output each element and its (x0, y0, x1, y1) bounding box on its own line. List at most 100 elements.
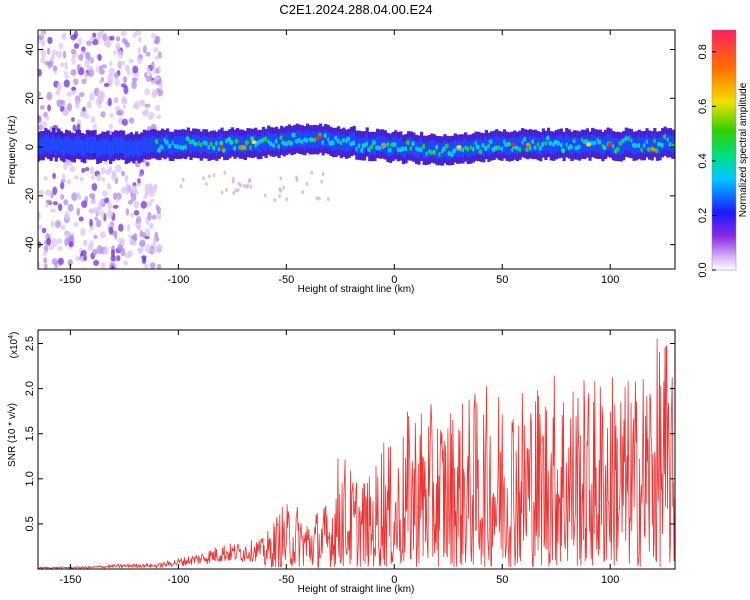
y-tick-label: 0 (24, 144, 36, 150)
spectrogram-noise-dot (99, 231, 106, 239)
spectrogram-band-highlight (418, 147, 424, 153)
spectrogram-noise-dot (52, 201, 59, 206)
spectrogram-noise-dot (99, 68, 105, 75)
spectrogram-noise-dot (55, 90, 60, 96)
spectrogram-noise-dot (66, 178, 71, 185)
spectrogram-band-core (386, 139, 390, 156)
spectrogram-band-highlight (211, 145, 217, 151)
spectrogram-band-highlight (493, 145, 499, 151)
spectrogram-noise-dot (66, 91, 73, 97)
y-tick-label: 2.5 (24, 336, 36, 351)
spectrogram-band-core (287, 131, 292, 148)
spectrogram-noise-dot (111, 173, 117, 181)
spectrogram-band-highlight (602, 145, 607, 151)
spectrogram-noise-dot (130, 185, 138, 194)
spectrogram-noise-dot (103, 82, 110, 88)
spectrogram-band-highlight (229, 140, 234, 145)
spectrogram-band-core (378, 136, 382, 153)
spectrogram-noise-dot (234, 188, 238, 193)
spectrogram-noise-dot (124, 41, 131, 48)
spectrogram-noise-dot (103, 247, 109, 256)
spectrogram-noise-dot (204, 181, 208, 186)
spectrogram-noise-dot (120, 30, 127, 37)
spectrogram-band-core (648, 137, 652, 154)
spectrogram-band-highlight (548, 140, 553, 146)
spectrogram-noise-dot (73, 30, 78, 39)
chart-title: C2E1.2024.288.04.00.E24 (279, 2, 432, 17)
spectrogram-band-core (264, 135, 268, 152)
spectrogram-band-highlight (429, 149, 434, 155)
spectrogram-peak-point (510, 142, 516, 147)
spectrogram-noise-dot (147, 211, 152, 221)
spectrogram-noise-dot (124, 174, 129, 183)
spectrogram-band-core (127, 140, 131, 157)
spectrogram-band-core (238, 136, 242, 153)
spectrogram-noise-dot (73, 221, 79, 227)
spectrogram-noise-dot (137, 178, 141, 184)
spectrogram-band-core (409, 137, 413, 155)
spectrogram-noise-dot (115, 196, 120, 203)
spectrogram-band-core (225, 137, 229, 154)
snr-y-multiplier-exponent: 4 (8, 335, 15, 339)
spectrogram-noise-dot (212, 173, 216, 178)
spectrogram-band-highlight (193, 141, 198, 147)
spectrogram-band-highlight (159, 144, 164, 150)
spectrogram-noise-dot (47, 36, 53, 45)
spectrogram-noise-dot (81, 78, 87, 85)
spectrogram-noise-dot (95, 98, 100, 106)
spectrogram-peak-point (219, 145, 225, 150)
spectrogram-band-core (46, 136, 51, 153)
spectrogram-band-core (119, 136, 123, 153)
spectrogram-noise-dot (46, 237, 52, 246)
snr-y-multiplier-close: ) (9, 332, 20, 335)
spectrogram-noise-dot (50, 220, 55, 228)
spectrogram-noise-dot (138, 36, 142, 43)
spectrogram-band-highlight (219, 140, 224, 146)
spectrogram-noise-dot (113, 72, 119, 79)
spectrogram-band-core (624, 134, 628, 151)
spectrogram-x-axis-title: Height of straight line (km) (298, 284, 415, 295)
spectrogram-noise-dot (81, 46, 86, 53)
spectrogram-noise-dot (134, 30, 142, 36)
spectrogram-noise-dot (101, 64, 107, 69)
spectrogram-noise-dot (263, 193, 267, 198)
spectrogram-band-core (147, 136, 152, 154)
spectrogram-band-highlight (560, 148, 566, 153)
y-tick-label: -20 (24, 188, 36, 204)
spectrogram-band-core (129, 138, 133, 155)
spectrogram-band-core (482, 139, 486, 156)
spectrogram-noise-dot (156, 65, 161, 74)
spectrogram-band-core (116, 137, 121, 154)
spectrogram-noise-dot (248, 178, 252, 183)
spectrogram-band-core (295, 130, 299, 147)
spectrogram-noise-dot (107, 201, 112, 211)
spectrogram-band-highlight (450, 152, 455, 158)
spectrogram-band-core (39, 137, 43, 154)
spectrogram-noise-dot (137, 47, 142, 54)
colorbar-frame (711, 29, 737, 271)
spectrogram-noise-dot (109, 112, 114, 118)
spectrogram-noise-dot (181, 177, 185, 182)
spectrogram-band-core (160, 135, 165, 152)
spectrogram-peak-point (240, 145, 246, 150)
spectrogram-band-highlight (312, 137, 318, 143)
spectrogram-noise-dot (110, 265, 115, 269)
spectrogram-noise-dot (142, 231, 146, 239)
spectrogram-band-core (572, 136, 577, 153)
spectrogram-noise-dot (57, 246, 63, 251)
spectrogram-band-highlight (351, 140, 356, 146)
spectrogram-peak-point (586, 142, 592, 147)
spectrogram-noise-dot (158, 84, 163, 89)
spectrogram-noise-dot (150, 198, 155, 203)
spectrogram-noise-dot (108, 124, 113, 130)
spectrogram-band-core (179, 136, 183, 153)
spectrogram-noise-dot (39, 105, 45, 110)
spectrogram-band-core (103, 138, 108, 155)
spectrogram-band-highlight (291, 132, 296, 138)
spectrogram-noise-dot (82, 239, 88, 247)
spectrogram-noise-dot (99, 199, 104, 204)
spectrogram-band-core (484, 136, 488, 153)
spectrogram-noise-dot (144, 228, 151, 237)
spectrogram-noise-dot (81, 51, 86, 56)
snr-y-multiplier-base: (x10 (9, 338, 20, 358)
